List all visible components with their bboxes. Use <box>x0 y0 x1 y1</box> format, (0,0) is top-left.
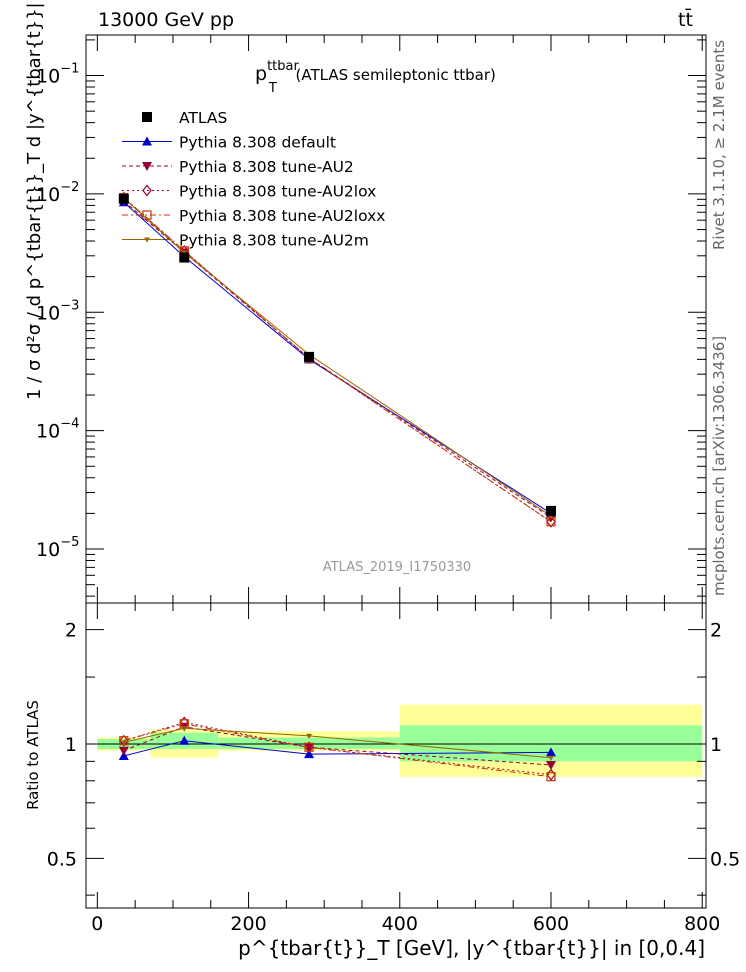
atlas-data-point <box>304 351 315 362</box>
legend-marker <box>142 184 152 197</box>
legend-label: ATLAS <box>179 109 227 127</box>
legend: ATLAS Pythia 8.308 default Pythia 8.308 tu… <box>122 109 385 250</box>
main-ytick-label: 10−1 <box>36 62 79 88</box>
xlabel: p^{tbar{t}}_T [GeV], |y^{tbar{t}}| in [0… <box>238 936 705 960</box>
main-plot: 10−1 10−2 10−3 10−4 10−5 <box>36 34 707 604</box>
ratio-ytick-label-right: 0.5 <box>710 848 740 870</box>
ratio-ytick-label-right: 2 <box>710 620 722 642</box>
mc-point-ratio <box>548 755 554 761</box>
plot-title: pttbar T (ATLAS semileptonic ttbar) <box>255 59 496 96</box>
main-ytick-label: 10−2 <box>36 180 79 206</box>
mc-point-ratio <box>304 742 314 752</box>
ratio-ytick-label: 1 <box>65 734 77 756</box>
main-ytick-label: 10−4 <box>36 417 79 443</box>
header-left: 13000 GeV pp <box>98 9 234 31</box>
ratio-plot: 0.5 0.5 1 1 2 2 0 200 400 600 800 <box>47 602 740 935</box>
atlas-data-point <box>179 252 190 263</box>
mc-line-main <box>123 201 552 514</box>
mc-point-ratio <box>181 726 188 732</box>
mc-point-ratio <box>118 746 129 756</box>
xtick-label: 400 <box>382 913 418 935</box>
mc-point-ratio <box>119 734 129 747</box>
legend-marker <box>144 237 150 243</box>
mc-line-ratio <box>123 723 552 778</box>
legend-label: Pythia 8.308 tune-AU2 <box>179 158 354 176</box>
legend-label: Pythia 8.308 tune-AU2lox <box>179 183 376 201</box>
legend-label: Pythia 8.308 default <box>179 134 336 152</box>
ratio-ylabel: Ratio to ATLAS <box>24 700 42 810</box>
ratio-ytick-label-right: 1 <box>710 734 722 756</box>
main-ylabel: 1 / σ d²σ / d p^{tbar{t}}_T d |y^{tbar{t… <box>24 0 45 400</box>
rivet-label: Rivet 3.1.10, ≥ 2.1M events <box>710 40 728 250</box>
ratio-frame <box>85 602 707 909</box>
mc-point-ratio <box>304 749 315 759</box>
mc-line-main <box>123 200 552 518</box>
mc-point-ratio <box>306 733 313 739</box>
main-ytick-label: 10−5 <box>36 535 79 561</box>
atlas-data-point <box>546 505 556 516</box>
legend-label: Pythia 8.308 tune-AU2loxx <box>179 207 385 225</box>
mc-point-ratio <box>304 741 314 754</box>
ratio-ytick-label: 2 <box>65 620 77 642</box>
legend-marker <box>142 112 152 122</box>
main-ytick-label: 10−3 <box>36 298 79 324</box>
mc-line-main <box>123 197 552 523</box>
atlas-data-point <box>118 193 129 204</box>
analysis-watermark: ATLAS_2019_I1750330 <box>323 560 471 575</box>
ratio-ytick-label: 0.5 <box>47 848 77 870</box>
xtick-label: 0 <box>91 913 103 935</box>
mc-line-ratio <box>123 727 552 759</box>
mc-line-ratio <box>123 726 552 766</box>
xtick-label: 200 <box>230 913 266 935</box>
mc-point-ratio <box>546 747 556 757</box>
mc-line-ratio <box>123 721 552 776</box>
mc-line-main <box>123 197 552 517</box>
xtick-label: 800 <box>684 913 720 935</box>
legend-marker <box>142 162 152 171</box>
xtick-label: 600 <box>533 913 569 935</box>
mc-point-ratio <box>546 761 556 771</box>
mc-point-ratio <box>546 772 556 782</box>
mc-line-ratio <box>123 740 552 757</box>
legend-label: Pythia 8.308 tune-AU2m <box>179 232 369 250</box>
legend-marker <box>142 136 152 146</box>
mcplots-label: mcplots.cern.ch [arXiv:1306.3436] <box>710 336 728 596</box>
mc-point-ratio <box>179 735 190 745</box>
header-right: tt̄ <box>678 7 693 31</box>
mc-point-ratio <box>120 740 127 746</box>
